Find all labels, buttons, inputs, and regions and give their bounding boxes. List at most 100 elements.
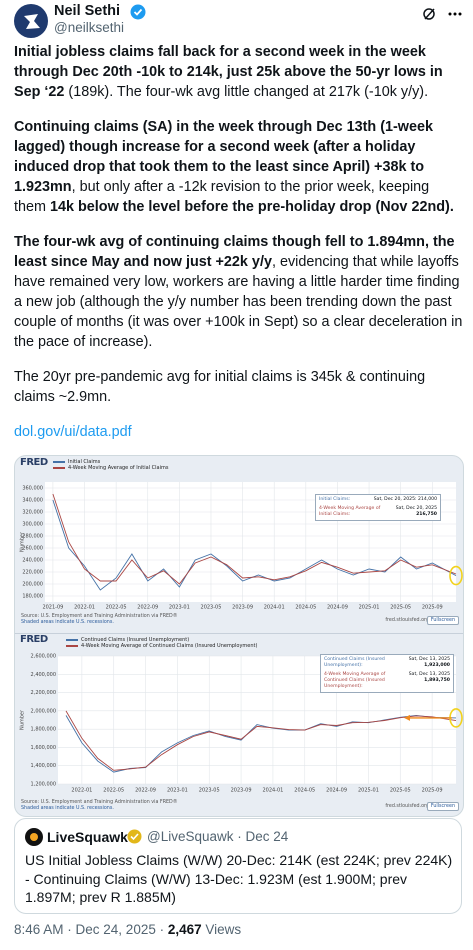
x-tick-label: 2025-01 (359, 605, 380, 611)
x-tick-label: 2024-01 (264, 605, 285, 611)
legend-swatch (66, 639, 78, 641)
y-tick-label: 2,400,000 (31, 672, 56, 678)
annotation-amount: 1,893,750 (424, 678, 450, 683)
y-tick-label: 180,000 (22, 594, 43, 600)
legend-swatch (53, 461, 65, 463)
annotation-row: Initial Claims: Sat, Dec 20, 2025: 214,00… (319, 497, 437, 503)
tweet-footer: 8:46 AM · Dec 24, 2025 · 2,467 Views (14, 922, 242, 937)
link[interactable]: dol.gov/ui/data.pdf (14, 424, 132, 440)
y-tick-label: 320,000 (22, 510, 43, 516)
highlight-arrowhead (404, 714, 410, 721)
annotation-value: Sat, Dec 13, 2025 1,923,000 (409, 657, 450, 669)
annotation-value: Sat, Dec 13, 2025 1,893,750 (409, 672, 450, 690)
legend-swatch (66, 645, 78, 647)
legend-label: Initial Claims (68, 459, 101, 465)
y-tick-label: 300,000 (22, 522, 43, 528)
x-tick-label: 2022-09 (135, 788, 156, 794)
brand-logo: FRED (20, 634, 48, 645)
verified-badge (130, 4, 146, 20)
author-handle[interactable]: @neilksethi (54, 20, 124, 35)
data-line (52, 493, 457, 585)
y-tick-label: 1,600,000 (31, 745, 56, 751)
x-tick-label: 2023-05 (201, 605, 222, 611)
quote-time: Dec 24 (245, 829, 289, 844)
quote-name: LiveSquawk (47, 829, 128, 845)
paragraph: The four-wk avg of continuing claims tho… (14, 232, 464, 352)
x-tick-label: 2022-01 (74, 605, 95, 611)
chart: 180,000 200,000 220,000 240,000 260,000 280,0… (20, 482, 463, 611)
legend-entry: Initial Claims (53, 459, 100, 465)
verified-badge (127, 829, 142, 844)
paragraph: dol.gov/ui/data.pdf (14, 422, 464, 442)
legend-entry: 4-Week Moving Average of Initial Claims (53, 465, 169, 471)
chart-panel: 1,200,000 1,400,000 1,600,000 1,800,000 2,00… (15, 633, 463, 816)
recession-note: Shaded areas indicate U.S. recessions. (21, 620, 114, 625)
x-tick-label: 2022-05 (106, 605, 127, 611)
tweet-actions[interactable] (422, 6, 466, 22)
y-tick-label: 200,000 (22, 582, 43, 588)
data-line (52, 499, 457, 591)
annotation-label: 4-Week Moving Average of Continued Claim… (324, 672, 386, 689)
text-segment: , evidencing that while layoffs have rem… (14, 254, 463, 350)
site-text: fred.stlouisfed.org (385, 804, 429, 809)
quote-line: US Initial Jobless Claims (W/W) 20-Dec: … (25, 852, 453, 868)
text-segment: The four-wk avg of continuing claims tho… (14, 234, 455, 270)
y-tick-label: 1,800,000 (31, 727, 56, 733)
y-tick-label: 220,000 (22, 570, 43, 576)
y-axis-label: Number (20, 709, 26, 730)
site-text: fred.stlouisfed.org (385, 618, 429, 623)
fullscreen-button[interactable]: Fullscreen (426, 802, 459, 811)
y-tick-label: 260,000 (22, 546, 43, 552)
x-tick-label: 2022-09 (137, 605, 158, 611)
x-tick-label: 2023-01 (167, 788, 188, 794)
post-date: Dec 24, 2025 (75, 922, 156, 937)
annotation-date: Sat, Dec 20, 2025 (395, 506, 437, 511)
tweet-body: Initial jobless claims fall back for a s… (14, 42, 464, 457)
y-axis-label: Number (20, 531, 26, 552)
brand-logo: FRED (20, 457, 48, 468)
annotation-amount: 216,750 (416, 512, 437, 517)
x-tick-label: 2023-09 (232, 605, 253, 611)
y-tick-label: 1,200,000 (31, 782, 56, 788)
annotation-label: 4-Week Moving Average of Initial Claims: (319, 506, 381, 517)
legend-label: 4-Week Moving Average of Continued Claim… (81, 643, 258, 649)
x-tick-label: 2025-09 (422, 605, 443, 611)
avatar[interactable] (14, 4, 48, 38)
x-tick-label: 2023-05 (199, 788, 220, 794)
y-tick-label: 2,600,000 (31, 654, 56, 660)
legend-label: Continued Claims (Insured Unemployment) (81, 637, 190, 643)
y-tick-label: 360,000 (22, 486, 43, 492)
text-segment: The 20yr pre-pandemic avg for initial cl… (14, 369, 426, 405)
x-tick-label: 2023-01 (169, 605, 190, 611)
chart-panel: 180,000 200,000 220,000 240,000 260,000 280,0… (15, 456, 463, 631)
annotation-box: Initial Claims: Sat, Dec 20, 2025: 214,00… (315, 494, 441, 521)
highlight-circle (449, 565, 463, 586)
fullscreen-button[interactable]: Fullscreen (426, 616, 459, 625)
x-tick-label: 2025-05 (390, 605, 411, 611)
text-segment: (189k). The four-wk avg little changed a… (64, 84, 429, 100)
annotation-amount: 1,923,000 (424, 663, 450, 668)
annotation-row: 4-Week Moving Average of Continued Claim… (324, 672, 450, 690)
view-count: 2,467 (167, 922, 202, 937)
x-tick-label: 2023-09 (231, 788, 252, 794)
quote-avatar (25, 828, 43, 846)
data-line (65, 710, 457, 771)
paragraph: The 20yr pre-pandemic avg for initial cl… (14, 367, 464, 407)
quote-line: - Continuing Claims (W/W) 13-Dec: 1.923M… (25, 870, 408, 906)
annotation-row: 4-Week Moving Average of Initial Claims:… (319, 506, 437, 518)
post-time: 8:46 AM (14, 922, 64, 937)
quoted-tweet[interactable]: LiveSquawk @LiveSquawk · Dec 24 US Initi… (14, 818, 462, 914)
x-tick-label: 2022-01 (71, 788, 92, 794)
annotation-label: Initial Claims: (319, 497, 351, 502)
paragraph: Continuing claims (SA) in the week throu… (14, 117, 464, 217)
text-segment: 14k below the level before the pre-holid… (50, 199, 454, 215)
annotation-label: Continued Claims (Insured Unemployment): (324, 657, 385, 668)
quote-handle: @LiveSquawk (147, 829, 234, 844)
attached-image[interactable]: 180,000 200,000 220,000 240,000 260,000 280,0… (14, 455, 464, 817)
legend-entry: 4-Week Moving Average of Continued Claim… (66, 643, 257, 649)
x-tick-label: 2024-05 (295, 605, 316, 611)
annotation-date: Sat, Dec 13, 2025 (408, 672, 450, 677)
x-tick-label: 2025-05 (390, 788, 411, 794)
author-name[interactable]: Neil Sethi (54, 3, 121, 19)
y-tick-label: 240,000 (22, 558, 43, 564)
